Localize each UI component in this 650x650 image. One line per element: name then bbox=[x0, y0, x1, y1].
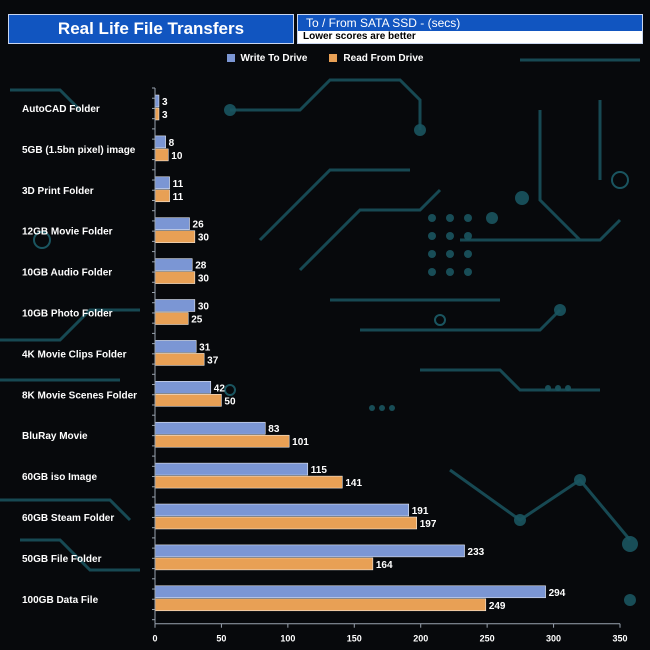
category-label: 3D Print Folder bbox=[22, 186, 94, 197]
value-label-write: 191 bbox=[412, 506, 429, 517]
chart-title: Real Life File Transfers bbox=[8, 14, 294, 44]
bar-write bbox=[154, 258, 193, 271]
bar-write bbox=[154, 381, 212, 394]
value-label-read: 101 bbox=[292, 437, 309, 448]
bar-read bbox=[154, 434, 290, 448]
bar-write bbox=[154, 585, 546, 599]
category-label: 12GB Movie Folder bbox=[22, 227, 113, 238]
value-label-write: 28 bbox=[195, 261, 207, 272]
bar-read bbox=[154, 271, 196, 284]
value-label-read: 50 bbox=[224, 396, 236, 407]
legend-item-write: Write To Drive bbox=[226, 52, 308, 64]
category-label: 4K Movie Clips Folder bbox=[22, 349, 127, 360]
category-label: 8K Movie Scenes Folder bbox=[22, 390, 137, 401]
category-label: 100GB Data File bbox=[22, 595, 99, 606]
value-label-write: 26 bbox=[193, 220, 205, 231]
legend-swatch-read bbox=[329, 54, 338, 62]
bar-read bbox=[154, 557, 374, 571]
bar-write bbox=[154, 299, 196, 312]
value-label-read: 30 bbox=[198, 233, 210, 244]
value-label-read: 30 bbox=[198, 274, 210, 285]
x-tick-label: 250 bbox=[480, 634, 495, 644]
legend-label-write: Write To Drive bbox=[240, 52, 308, 64]
category-label: AutoCAD Folder bbox=[22, 104, 100, 115]
bar-read bbox=[154, 312, 189, 325]
legend: Write To Drive Read From Drive bbox=[0, 50, 650, 66]
bar-write bbox=[154, 217, 190, 230]
value-label-read: 37 bbox=[207, 355, 219, 366]
value-label-write: 3 bbox=[162, 97, 168, 108]
x-tick-label: 300 bbox=[546, 634, 561, 644]
chart-subtitle: To / From SATA SSD - (secs) bbox=[298, 15, 642, 31]
category-label: 60GB iso Image bbox=[22, 472, 97, 483]
value-label-read: 25 bbox=[191, 315, 203, 326]
category-label: 5GB (1.5bn pixel) image bbox=[22, 145, 136, 156]
value-label-write: 42 bbox=[214, 383, 226, 394]
value-label-write: 294 bbox=[549, 588, 566, 599]
chart-note: Lower scores are better bbox=[298, 31, 642, 43]
chart-subtitle-box: To / From SATA SSD - (secs) Lower scores… bbox=[297, 14, 643, 44]
bar-write bbox=[154, 503, 410, 517]
category-label: 60GB Steam Folder bbox=[22, 513, 114, 524]
bar-write bbox=[154, 462, 309, 476]
bar-write bbox=[154, 421, 266, 435]
bar-read bbox=[154, 107, 160, 121]
value-label-read: 249 bbox=[489, 601, 506, 612]
bar-read bbox=[154, 189, 170, 203]
x-tick-label: 50 bbox=[216, 634, 226, 644]
category-label: 10GB Audio Folder bbox=[22, 268, 112, 279]
value-label-write: 8 bbox=[169, 138, 175, 149]
value-label-write: 83 bbox=[268, 424, 280, 435]
bar-read bbox=[154, 394, 222, 407]
value-label-read: 10 bbox=[171, 151, 183, 162]
value-label-read: 164 bbox=[376, 560, 393, 571]
x-tick-label: 150 bbox=[347, 634, 362, 644]
value-label-read: 11 bbox=[173, 192, 184, 203]
legend-label-read: Read From Drive bbox=[343, 52, 424, 64]
x-tick-label: 100 bbox=[280, 634, 295, 644]
bar-write bbox=[154, 176, 170, 190]
x-tick-label: 0 bbox=[152, 634, 157, 644]
bar-read bbox=[154, 230, 196, 243]
legend-item-read: Read From Drive bbox=[329, 53, 423, 64]
value-label-write: 233 bbox=[468, 547, 485, 558]
category-label: 50GB File Folder bbox=[22, 554, 102, 565]
bar-read bbox=[154, 475, 343, 489]
bar-write bbox=[154, 544, 465, 558]
bar-write bbox=[154, 340, 197, 353]
bar-read bbox=[154, 148, 169, 162]
legend-swatch-write bbox=[226, 54, 235, 62]
x-tick-label: 350 bbox=[612, 634, 627, 644]
bar-read bbox=[154, 353, 205, 366]
value-label-read: 197 bbox=[420, 519, 437, 530]
value-label-read: 3 bbox=[162, 110, 168, 121]
value-label-write: 11 bbox=[173, 179, 184, 190]
x-tick-label: 200 bbox=[413, 634, 428, 644]
bar-write bbox=[154, 135, 166, 149]
bar-read bbox=[154, 516, 417, 530]
bar-read bbox=[154, 598, 487, 612]
value-label-write: 115 bbox=[311, 465, 328, 476]
category-label: BluRay Movie bbox=[22, 431, 88, 442]
value-label-read: 141 bbox=[345, 478, 362, 489]
bar-write bbox=[154, 94, 160, 108]
value-label-write: 31 bbox=[199, 342, 211, 353]
value-label-write: 30 bbox=[198, 302, 210, 313]
category-label: 10GB Photo Folder bbox=[22, 309, 113, 320]
